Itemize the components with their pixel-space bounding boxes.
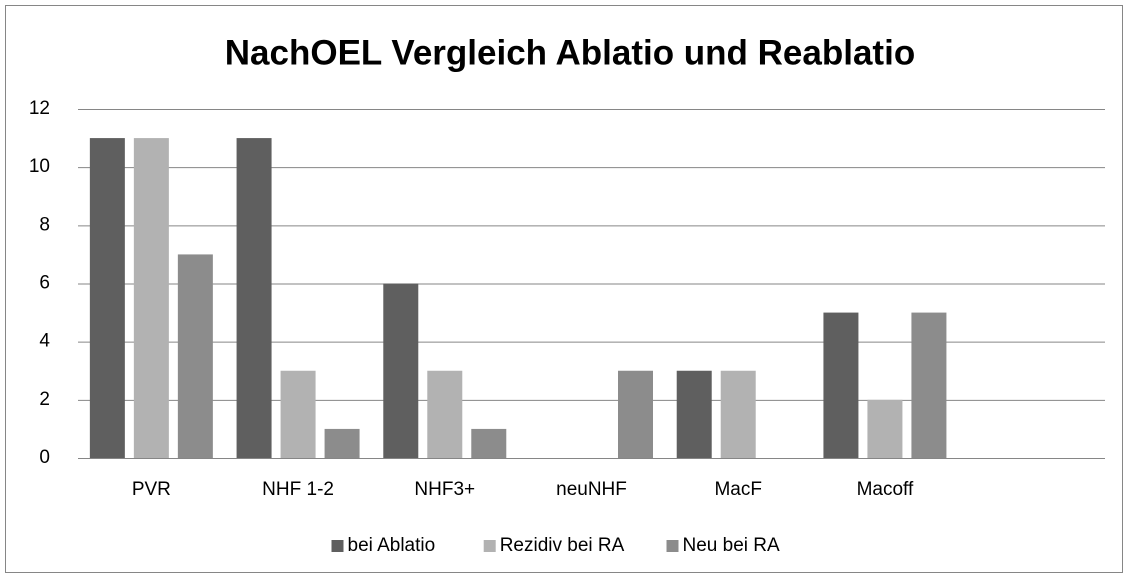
bar: [471, 428, 507, 458]
x-tick-label: MacF: [714, 479, 762, 500]
x-tick-label: NHF3+: [414, 479, 475, 500]
bar: [720, 370, 756, 458]
bar: [427, 370, 463, 458]
bar: [618, 370, 653, 458]
bar: [867, 399, 903, 458]
legend-swatch: [666, 540, 679, 552]
y-tick-label: 12: [29, 98, 50, 119]
legend-swatch: [483, 540, 496, 552]
y-tick-label: 4: [39, 331, 50, 352]
y-tick-label: 10: [29, 156, 50, 177]
legend-label: Rezidiv bei RA: [500, 535, 625, 556]
x-tick-label: PVR: [132, 479, 171, 500]
legend-label: bei Ablatio: [348, 535, 436, 556]
legend-label: Neu bei RA: [683, 535, 780, 556]
bar: [383, 283, 419, 458]
y-tick-label: 2: [39, 389, 50, 410]
bar: [823, 312, 859, 458]
x-tick-label: Macoff: [857, 479, 914, 500]
y-tick-label: 0: [39, 447, 50, 468]
y-tick-label: 6: [39, 273, 50, 294]
bar: [133, 138, 169, 459]
y-tick-label: 8: [39, 214, 50, 235]
bar: [280, 370, 316, 458]
bar: [89, 138, 125, 459]
bar: [324, 428, 360, 458]
bar: [911, 312, 947, 458]
bar: [236, 138, 272, 459]
chart-title: NachOEL Vergleich Ablatio und Reablatio: [225, 33, 915, 72]
bar: [177, 254, 213, 458]
x-tick-label: NHF 1-2: [262, 479, 334, 500]
legend-swatch: [331, 540, 344, 552]
bar: [676, 370, 712, 458]
x-tick-label: neuNHF: [556, 479, 627, 500]
